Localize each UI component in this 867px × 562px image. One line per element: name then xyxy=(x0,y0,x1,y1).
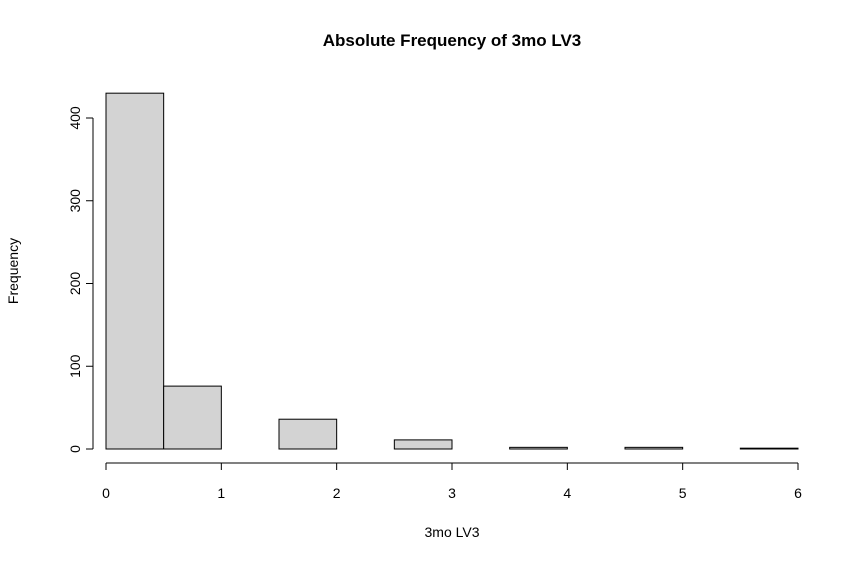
bars-group xyxy=(105,92,799,450)
x-axis-label: 3mo LV3 xyxy=(425,524,480,540)
y-tick-label: 400 xyxy=(67,106,83,130)
chart-title: Absolute Frequency of 3mo LV3 xyxy=(323,31,582,50)
histogram-bar xyxy=(624,446,684,450)
histogram-bar xyxy=(105,92,165,450)
y-tick-label: 0 xyxy=(67,445,83,453)
y-tick-label: 200 xyxy=(67,272,83,296)
y-axis: 0 100 200 300 400 xyxy=(67,106,94,453)
x-tick-label: 6 xyxy=(794,485,802,501)
x-tick-label: 0 xyxy=(102,485,110,501)
histogram-bar xyxy=(278,418,338,450)
histogram-bar xyxy=(509,446,568,450)
x-tick-label: 2 xyxy=(333,485,341,501)
x-tick-label: 1 xyxy=(217,485,225,501)
histogram-bar xyxy=(393,439,453,450)
x-tick-label: 4 xyxy=(563,485,571,501)
x-tick-label: 3 xyxy=(448,485,456,501)
x-axis: 0 1 2 3 4 5 6 xyxy=(102,462,802,501)
y-tick-label: 100 xyxy=(67,354,83,378)
x-tick-label: 5 xyxy=(679,485,687,501)
histogram-bar xyxy=(163,385,222,450)
y-axis-label: Frequency xyxy=(5,238,21,304)
y-tick-label: 300 xyxy=(67,189,83,213)
histogram-bar xyxy=(739,447,799,450)
